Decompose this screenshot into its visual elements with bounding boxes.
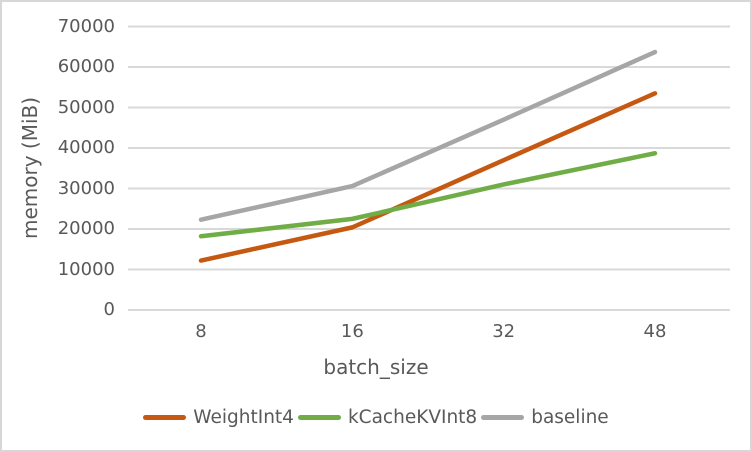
y-tick-label: 40000 <box>57 137 115 158</box>
y-tick-label: 50000 <box>57 96 115 118</box>
x-tick-label: 16 <box>340 321 364 342</box>
series-line-kcachekvint8 <box>198 151 658 239</box>
legend-label: kCacheKVInt8 <box>347 407 478 428</box>
y-tick-label: 20000 <box>57 218 115 239</box>
legend-line-swatch-icon <box>481 415 525 420</box>
x-tick-label: 32 <box>492 321 516 342</box>
legend-label: WeightInt4 <box>193 407 294 428</box>
legend-line-swatch-icon <box>297 415 341 420</box>
legend-label: baseline <box>531 407 609 428</box>
y-tick-label: 0 <box>103 299 115 320</box>
y-tick-label: 30000 <box>57 177 115 199</box>
series-line-baseline <box>198 49 658 222</box>
x-axis-title: batch_size <box>323 355 429 379</box>
y-tick-label: 60000 <box>57 56 115 77</box>
legend-item-kcachekvint8: kCacheKVInt8 <box>297 407 478 428</box>
y-tick-label: 70000 <box>57 15 115 37</box>
legend-item-weightint4: WeightInt4 <box>143 407 294 428</box>
legend-line-swatch-icon <box>143 415 187 420</box>
y-tick-label: 10000 <box>57 258 115 280</box>
x-tick-label: 8 <box>195 321 207 342</box>
legend-item-baseline: baseline <box>481 407 609 428</box>
series-line-weightint4 <box>198 91 658 263</box>
x-tick-label: 48 <box>643 321 667 342</box>
legend: WeightInt4 kCacheKVInt8 baseline <box>2 407 750 428</box>
